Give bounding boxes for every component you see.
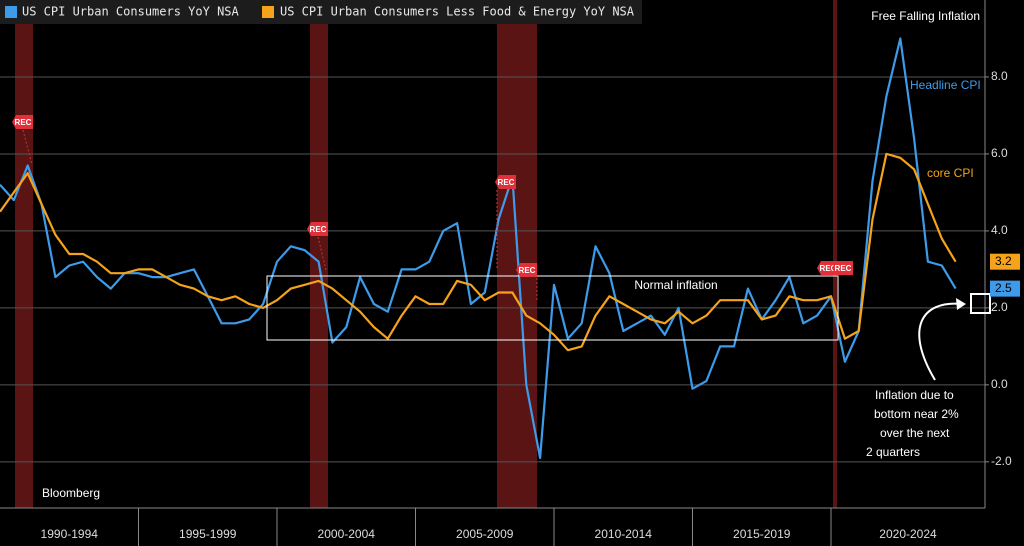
x-period-label: 2010-2014 (595, 527, 653, 541)
recession-band (310, 0, 328, 508)
note-line: 2 quarters (866, 445, 920, 459)
series-tag: core CPI (927, 166, 974, 180)
box-label: Normal inflation (634, 278, 717, 292)
series-line (0, 152, 957, 352)
last-value-label: 3.2 (995, 254, 1012, 268)
recession-flag (817, 261, 838, 275)
last-value-tag (990, 280, 1020, 297)
arrow (918, 302, 963, 381)
recession-flag (495, 175, 516, 189)
y-tick-label: -2.0 (991, 454, 1012, 468)
y-tick-label: 6.0 (991, 146, 1008, 160)
x-period-label: 2020-2024 (879, 527, 937, 541)
note-line: bottom near 2% (874, 407, 959, 421)
recession-label: REC (15, 118, 32, 127)
y-tick-label: 2.0 (991, 300, 1008, 314)
recession-flag (307, 222, 328, 236)
recession-flag (12, 115, 33, 129)
legend-swatch (262, 6, 274, 18)
last-value-tag (990, 253, 1020, 270)
note-line: over the next (880, 426, 950, 440)
arrowhead (956, 298, 966, 310)
legend-label: US CPI Urban Consumers YoY NSA (22, 5, 240, 19)
target-box (970, 293, 991, 314)
legend-label: US CPI Urban Consumers Less Food & Energ… (280, 5, 635, 19)
recession-band (15, 0, 33, 508)
source: Bloomberg (42, 486, 100, 500)
legend-swatch (5, 6, 17, 18)
recession-band (833, 0, 837, 508)
y-tick-label: 8.0 (991, 69, 1008, 83)
chart-title: Free Falling Inflation (871, 9, 980, 23)
recession-label: REC (820, 264, 837, 273)
legend-bar (0, 0, 642, 24)
grid: -2.0 0.0 2.0 4.0 6.0 8.0 1990-1994 1995-1999 200… (0, 69, 1012, 546)
x-period-label: 1995-1999 (179, 527, 237, 541)
series-tag: Headline CPI (910, 78, 981, 92)
recession-shading (15, 0, 837, 508)
x-period-label: 2005-2009 (456, 527, 514, 541)
x-period-label: 1990-1994 (41, 527, 99, 541)
recession-flag (832, 261, 853, 275)
recession-label: REC (498, 178, 515, 187)
x-period-label: 2000-2004 (318, 527, 376, 541)
recession-label: REC (835, 264, 852, 273)
recession-leader (317, 236, 327, 271)
note-line: Inflation due to (875, 388, 954, 402)
recession-label: REC (519, 266, 536, 275)
last-value-label: 2.5 (995, 281, 1012, 295)
lines (0, 37, 957, 460)
recession-label: REC (310, 225, 327, 234)
y-tick-label: 4.0 (991, 223, 1008, 237)
series-line (0, 37, 957, 460)
y-tick-label: 0.0 (991, 377, 1008, 391)
x-period-label: 2015-2019 (733, 527, 791, 541)
recession-flag (516, 263, 537, 277)
normal-inflation-box (266, 275, 839, 341)
